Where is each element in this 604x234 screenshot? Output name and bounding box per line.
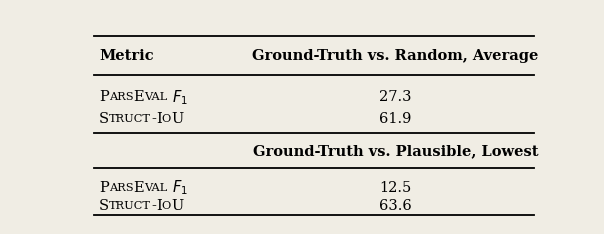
Text: O: O xyxy=(162,201,171,212)
Text: P: P xyxy=(99,91,109,104)
Text: E: E xyxy=(133,91,144,104)
Text: S: S xyxy=(99,112,109,126)
Text: Metric: Metric xyxy=(99,49,153,63)
Text: E: E xyxy=(133,181,144,194)
Text: ARS: ARS xyxy=(109,92,133,102)
Text: 12.5: 12.5 xyxy=(379,181,412,194)
Text: $F_1$: $F_1$ xyxy=(172,178,188,197)
Text: TRUCT: TRUCT xyxy=(109,114,151,124)
Text: -: - xyxy=(151,112,156,126)
Text: S: S xyxy=(99,199,109,213)
Text: O: O xyxy=(162,114,171,124)
Text: U: U xyxy=(171,112,183,126)
Text: TRUCT: TRUCT xyxy=(109,201,151,212)
Text: Ground-Truth vs. Random, Average: Ground-Truth vs. Random, Average xyxy=(252,49,539,63)
Text: I: I xyxy=(156,112,162,126)
Text: U: U xyxy=(171,199,183,213)
Text: VAL: VAL xyxy=(144,183,167,193)
Text: -: - xyxy=(151,199,156,213)
Text: P: P xyxy=(99,181,109,194)
Text: 27.3: 27.3 xyxy=(379,91,412,104)
Text: $F_1$: $F_1$ xyxy=(172,88,188,107)
Text: VAL: VAL xyxy=(144,92,167,102)
Text: I: I xyxy=(156,199,162,213)
Text: 63.6: 63.6 xyxy=(379,199,412,213)
Text: ARS: ARS xyxy=(109,183,133,193)
Text: Ground-Truth vs. Plausible, Lowest: Ground-Truth vs. Plausible, Lowest xyxy=(253,145,538,158)
Text: 61.9: 61.9 xyxy=(379,112,412,126)
